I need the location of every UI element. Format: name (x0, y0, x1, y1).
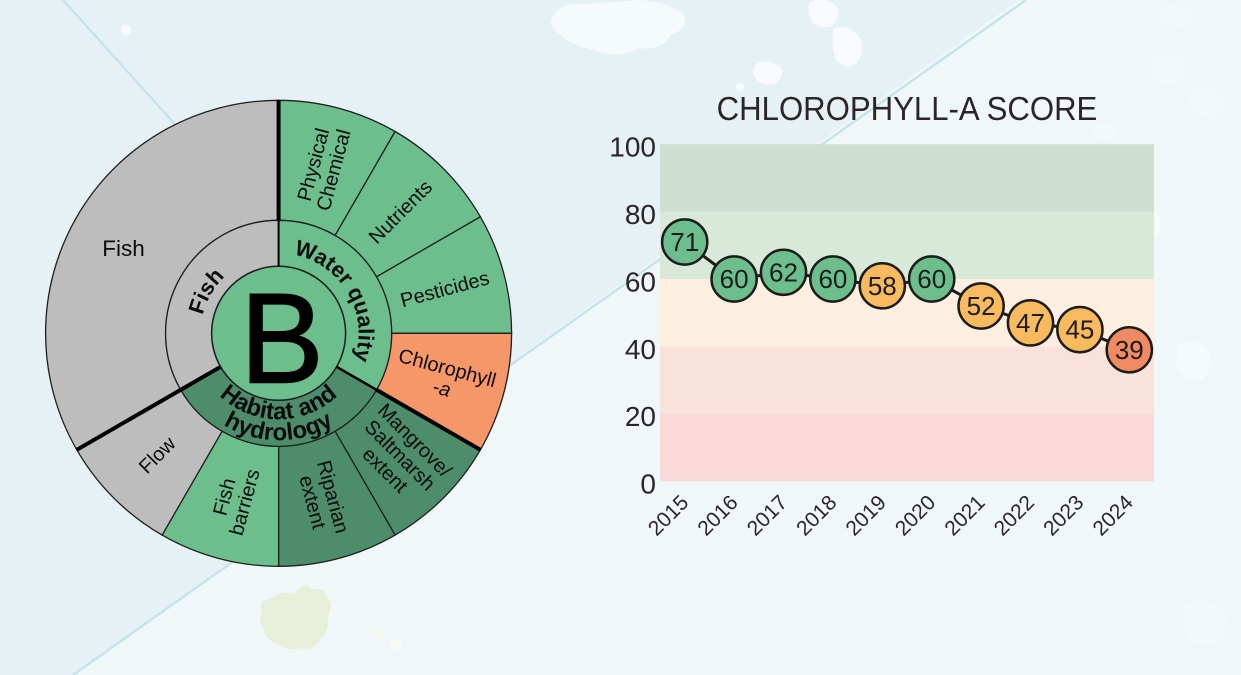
svg-text:52: 52 (967, 291, 996, 321)
svg-text:CHLOROPHYLL-A SCORE: CHLOROPHYLL-A SCORE (717, 90, 1098, 127)
svg-text:40: 40 (625, 334, 656, 365)
svg-text:B: B (240, 266, 324, 409)
svg-text:Fish: Fish (102, 236, 145, 261)
svg-text:-a: -a (430, 376, 453, 402)
svg-text:58: 58 (868, 271, 897, 301)
svg-text:20: 20 (625, 401, 656, 432)
svg-text:60: 60 (818, 264, 847, 294)
svg-text:47: 47 (1016, 308, 1045, 338)
svg-text:39: 39 (1115, 335, 1144, 365)
svg-text:60: 60 (625, 266, 656, 297)
svg-text:62: 62 (769, 257, 798, 287)
svg-text:60: 60 (917, 264, 946, 294)
svg-text:45: 45 (1065, 315, 1094, 345)
svg-text:60: 60 (720, 264, 749, 294)
svg-text:0: 0 (640, 469, 656, 500)
svg-text:71: 71 (670, 227, 699, 257)
svg-text:100: 100 (609, 132, 656, 163)
svg-text:80: 80 (625, 199, 656, 230)
